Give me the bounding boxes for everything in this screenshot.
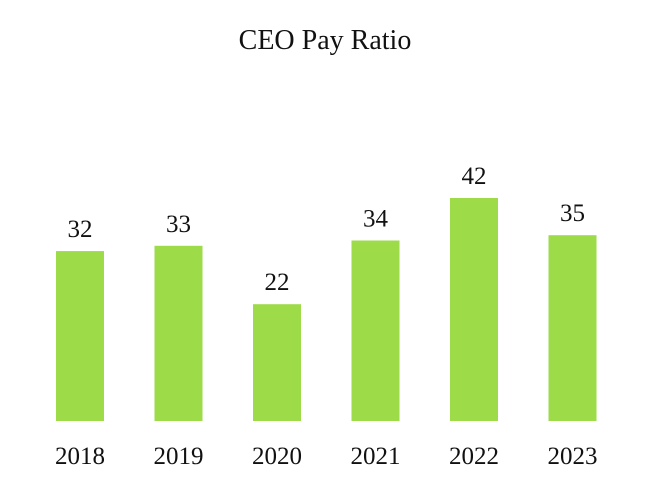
- value-label-2022: 42: [462, 163, 487, 190]
- x-tick-label-2022: 2022: [449, 443, 499, 470]
- bar-2021: [351, 240, 400, 421]
- value-label-2021: 34: [363, 206, 389, 233]
- value-label-2020: 22: [265, 269, 290, 296]
- x-axis-tick-labels: 2018 2019 2020 2021 2022 2023: [55, 443, 598, 470]
- chart-title: CEO Pay Ratio: [238, 25, 412, 56]
- bar-series: [56, 198, 597, 421]
- value-label-2019: 33: [166, 211, 191, 238]
- bar-2018: [56, 251, 104, 421]
- x-tick-label-2023: 2023: [548, 443, 598, 470]
- value-label-2018: 32: [68, 216, 93, 243]
- x-tick-label-2021: 2021: [351, 443, 401, 470]
- x-tick-label-2020: 2020: [252, 443, 302, 470]
- bar-2019: [154, 245, 203, 421]
- x-tick-label-2019: 2019: [154, 443, 204, 470]
- bar-2020: [253, 304, 301, 421]
- bar-2022: [450, 198, 498, 421]
- x-tick-label-2018: 2018: [55, 443, 105, 470]
- value-label-2023: 35: [560, 200, 585, 227]
- bar-2023: [548, 235, 597, 421]
- value-labels: 32 33 22 34 42 35: [68, 163, 586, 296]
